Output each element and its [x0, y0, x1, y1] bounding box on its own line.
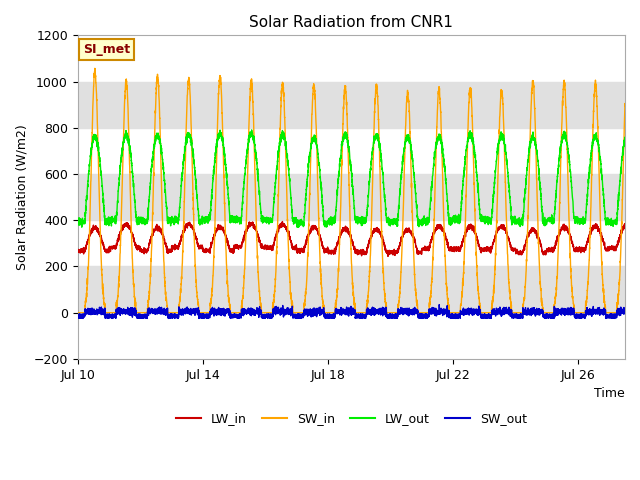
SW_in: [178, 270, 186, 276]
Title: Solar Radiation from CNR1: Solar Radiation from CNR1: [250, 15, 453, 30]
Line: SW_out: SW_out: [77, 305, 640, 318]
Line: LW_out: LW_out: [77, 130, 640, 227]
SW_out: [262, 312, 270, 317]
SW_out: [178, 310, 186, 315]
LW_out: [175, 216, 182, 222]
SW_in: [637, 310, 640, 315]
Bar: [77, 82, 625, 128]
LW_in: [74, 246, 81, 252]
LW_in: [175, 246, 182, 252]
SW_in: [409, 221, 417, 227]
SW_out: [637, 311, 640, 317]
SW_out: [74, 313, 81, 319]
LW_out: [409, 158, 417, 164]
LW_out: [637, 217, 640, 223]
LW_in: [97, 234, 104, 240]
LW_in: [637, 246, 640, 252]
SW_in: [175, 310, 182, 315]
LW_out: [178, 176, 186, 181]
SW_out: [175, 314, 182, 320]
SW_in: [262, 310, 270, 315]
LW_in: [262, 243, 270, 249]
LW_out: [74, 218, 81, 224]
Legend: LW_in, SW_in, LW_out, SW_out: LW_in, SW_in, LW_out, SW_out: [171, 407, 532, 430]
LW_out: [78, 224, 86, 230]
LW_in: [630, 238, 638, 243]
LW_in: [384, 253, 392, 259]
Text: SI_met: SI_met: [83, 43, 131, 56]
SW_in: [74, 310, 81, 315]
SW_in: [97, 238, 104, 244]
X-axis label: Time: Time: [595, 387, 625, 400]
Line: LW_in: LW_in: [77, 221, 640, 256]
SW_in: [91, 65, 99, 71]
Bar: [77, 266, 625, 312]
SW_out: [409, 312, 417, 318]
LW_out: [248, 127, 255, 133]
LW_out: [97, 165, 104, 170]
Y-axis label: Solar Radiation (W/m2): Solar Radiation (W/m2): [15, 124, 28, 270]
LW_in: [278, 218, 286, 224]
Bar: [77, 174, 625, 220]
SW_out: [97, 310, 104, 315]
SW_in: [630, 285, 638, 290]
SW_out: [165, 315, 173, 321]
LW_out: [630, 189, 638, 195]
LW_out: [263, 220, 271, 226]
LW_in: [178, 235, 186, 240]
Line: SW_in: SW_in: [77, 68, 640, 312]
LW_in: [409, 230, 417, 236]
SW_out: [630, 308, 638, 314]
SW_out: [435, 302, 443, 308]
